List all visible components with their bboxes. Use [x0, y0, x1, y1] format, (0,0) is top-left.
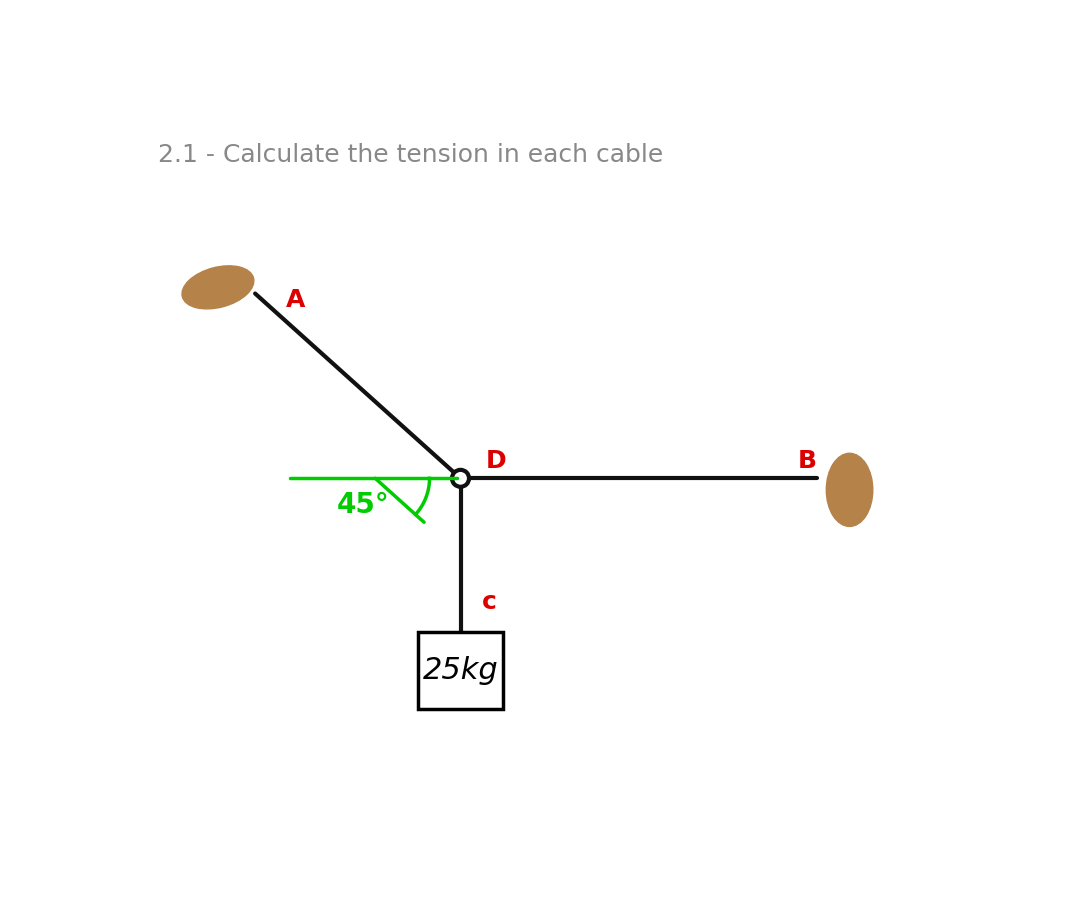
Text: D: D [486, 449, 507, 473]
Text: 25kg: 25kg [422, 656, 498, 685]
Text: 2.1 - Calculate the tension in each cable: 2.1 - Calculate the tension in each cabl… [159, 143, 663, 168]
Ellipse shape [826, 453, 873, 526]
Circle shape [451, 470, 469, 487]
Ellipse shape [183, 265, 254, 309]
Bar [418, 632, 503, 709]
Text: 45°: 45° [337, 491, 390, 519]
Text: c: c [482, 590, 497, 613]
Text: B: B [798, 449, 816, 473]
Text: A: A [286, 288, 306, 312]
